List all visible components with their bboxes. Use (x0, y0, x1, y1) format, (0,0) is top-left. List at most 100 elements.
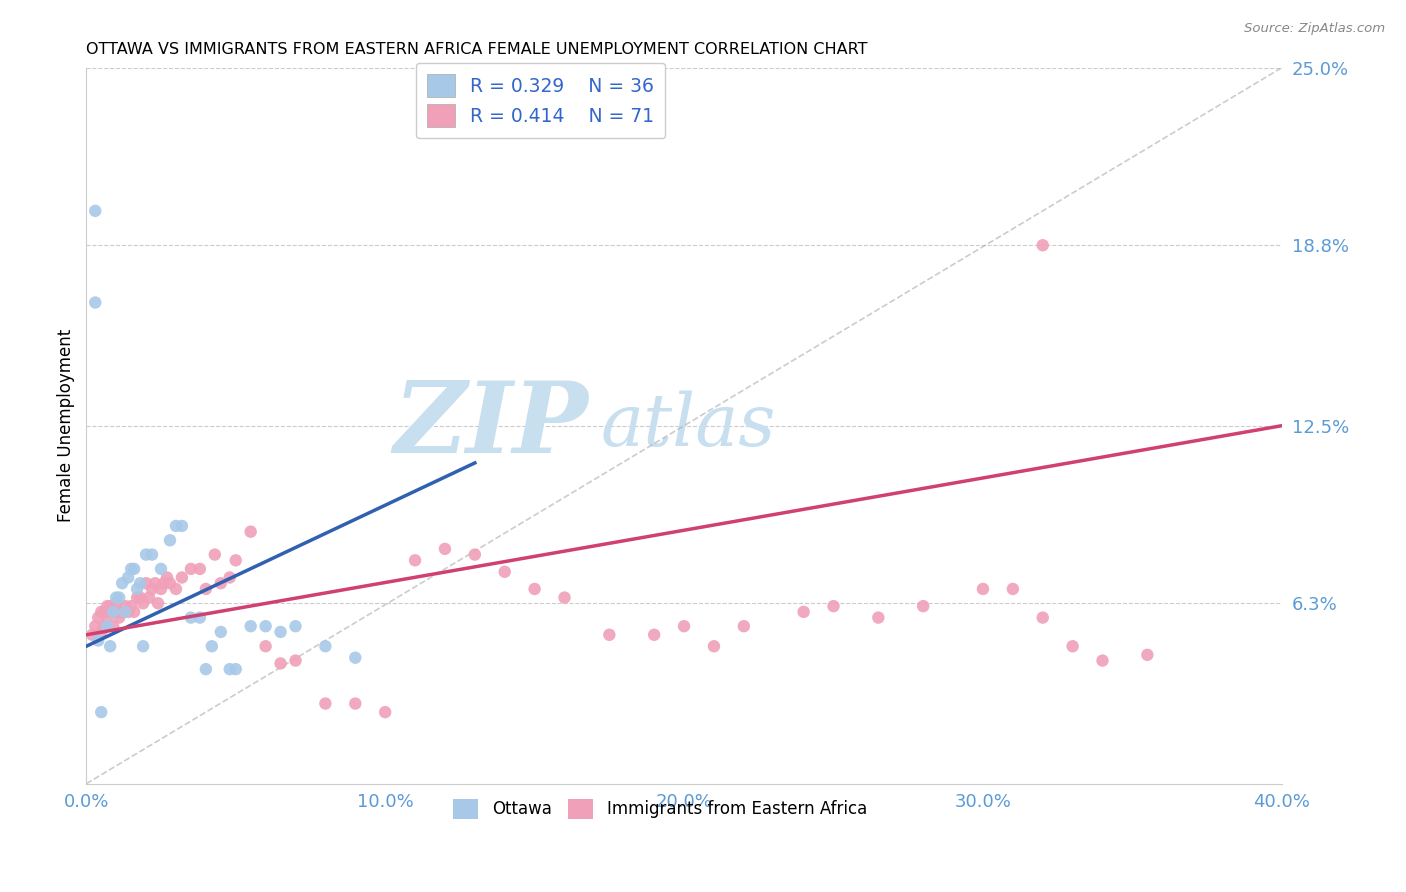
Point (87, 610, 110, 624)
Point (114, 599, 136, 614)
Point (793, 605, 815, 619)
Point (204, 548, 226, 562)
Text: ZIP: ZIP (394, 377, 589, 474)
Point (284, 654, 307, 668)
Point (188, 610, 211, 624)
Point (464, 548, 486, 562)
Point (1001, 582, 1024, 596)
Point (103, 605, 125, 619)
Point (96, 599, 118, 614)
Point (1136, 648, 1159, 662)
Point (108, 591, 131, 605)
Point (129, 576, 152, 591)
Point (93, 605, 115, 619)
Point (135, 576, 157, 591)
Point (165, 519, 187, 533)
Point (733, 619, 755, 633)
Point (344, 650, 367, 665)
Point (93, 619, 115, 633)
Point (1091, 654, 1114, 668)
Point (270, 624, 292, 639)
Point (105, 596, 128, 610)
Point (194, 662, 217, 676)
Point (314, 639, 336, 653)
Point (170, 570, 193, 584)
Point (98, 639, 121, 653)
Point (523, 582, 546, 596)
Point (117, 605, 139, 619)
Point (122, 605, 145, 619)
Point (135, 548, 157, 562)
Text: OTTAWA VS IMMIGRANTS FROM EASTERN AFRICA FEMALE UNEMPLOYMENT CORRELATION CHART: OTTAWA VS IMMIGRANTS FROM EASTERN AFRICA… (86, 42, 868, 57)
Point (1062, 639, 1084, 653)
Point (180, 610, 202, 624)
Point (209, 624, 232, 639)
Point (105, 591, 128, 605)
Point (138, 591, 160, 605)
Point (209, 576, 232, 591)
Point (90, 624, 112, 639)
Point (98, 599, 121, 614)
Point (84, 203, 107, 218)
Point (111, 576, 134, 591)
Point (141, 548, 163, 562)
Point (103, 605, 125, 619)
Point (433, 541, 456, 556)
Point (554, 591, 576, 605)
Point (120, 599, 142, 614)
Point (868, 610, 890, 624)
Point (823, 599, 845, 614)
Point (96, 610, 118, 624)
Point (127, 582, 149, 596)
Point (494, 565, 516, 579)
Point (84, 295, 107, 310)
Point (1032, 610, 1054, 624)
Point (225, 662, 247, 676)
Point (150, 562, 173, 576)
Point (201, 639, 224, 653)
Point (270, 657, 292, 671)
Point (84, 619, 107, 633)
Point (673, 619, 696, 633)
Point (150, 582, 173, 596)
Point (114, 605, 136, 619)
Point (141, 582, 163, 596)
Point (82, 628, 104, 642)
Point (111, 605, 134, 619)
Point (912, 599, 935, 614)
Text: Source: ZipAtlas.com: Source: ZipAtlas.com (1244, 22, 1385, 36)
Point (129, 591, 152, 605)
Point (117, 570, 139, 584)
Point (122, 562, 145, 576)
Point (1032, 238, 1054, 252)
Text: atlas: atlas (600, 391, 776, 461)
Point (254, 619, 277, 633)
Point (703, 639, 725, 653)
Point (598, 628, 620, 642)
Point (170, 519, 193, 533)
Point (180, 562, 202, 576)
Legend: Ottawa, Immigrants from Eastern Africa: Ottawa, Immigrants from Eastern Africa (447, 792, 873, 825)
Point (96, 619, 118, 633)
Point (87, 633, 110, 648)
Point (284, 619, 307, 633)
Point (344, 697, 367, 711)
Point (90, 705, 112, 719)
Point (314, 697, 336, 711)
Point (972, 582, 994, 596)
Point (165, 582, 187, 596)
Point (103, 619, 125, 633)
Point (159, 576, 181, 591)
Point (90, 605, 112, 619)
Point (218, 662, 240, 676)
Point (108, 610, 131, 624)
Point (146, 596, 169, 610)
Point (98, 605, 121, 619)
Point (239, 619, 262, 633)
Point (143, 576, 166, 591)
Point (194, 582, 217, 596)
Point (225, 553, 247, 567)
Point (132, 639, 155, 653)
Point (156, 570, 179, 584)
Point (153, 576, 176, 591)
